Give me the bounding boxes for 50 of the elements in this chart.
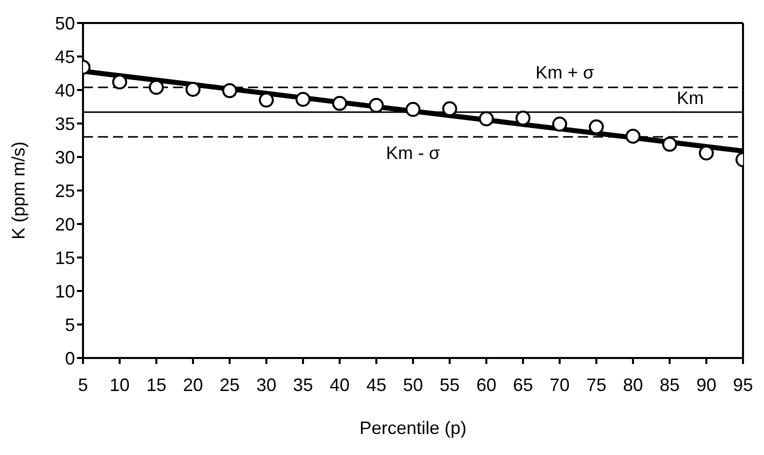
point	[332, 96, 348, 111]
y-tick-label: 25	[54, 180, 75, 201]
x-axis-title: Percentile (p)	[359, 418, 467, 438]
point	[626, 128, 640, 144]
ref-line-label: Km	[676, 88, 704, 108]
y-tick-label: 15	[54, 248, 75, 268]
x-tick-label: 10	[110, 374, 130, 395]
point	[516, 110, 530, 126]
x-tick-label: 45	[366, 374, 386, 395]
point	[442, 101, 458, 116]
point	[406, 102, 420, 117]
point	[222, 83, 238, 98]
y-tick-label: 45	[54, 46, 75, 67]
x-tick-label: 15	[146, 374, 166, 395]
x-tick-label: 60	[476, 374, 496, 395]
x-tick-label: 40	[330, 374, 350, 395]
x-tick-label: 85	[660, 374, 680, 395]
x-tick-label: 25	[220, 374, 240, 395]
x-tick-label: 20	[182, 374, 204, 395]
x-tick-label: 55	[440, 374, 460, 395]
point	[148, 80, 164, 95]
point	[296, 92, 310, 107]
x-tick-label: 30	[256, 374, 276, 395]
point	[478, 111, 494, 126]
point	[186, 82, 200, 97]
y-tick-label: 50	[54, 13, 75, 34]
y-tick-label: 0	[64, 348, 75, 368]
y-axis-title: K (ppm m/s)	[8, 141, 28, 240]
x-tick-label: 70	[550, 374, 570, 395]
point	[368, 98, 384, 113]
x-tick-label: 65	[512, 374, 534, 395]
y-tick-label: 40	[54, 80, 75, 100]
point	[662, 136, 678, 152]
y-tick-label: 10	[54, 281, 75, 302]
ref-line-label: Km - σ	[386, 142, 440, 163]
point	[588, 119, 604, 134]
x-tick-label: 75	[586, 374, 606, 395]
y-tick-label: 5	[64, 314, 75, 335]
y-tick-label: 30	[54, 147, 75, 168]
ref-line-label: Km + σ	[535, 62, 594, 82]
x-tick-label: 5	[78, 374, 88, 395]
y-tick-label: 20	[54, 214, 75, 234]
point	[258, 92, 274, 108]
x-tick-label: 90	[696, 374, 716, 395]
x-tick-label: 50	[402, 374, 424, 395]
x-tick-label: 35	[292, 374, 314, 395]
y-tick-label: 35	[54, 114, 75, 134]
x-tick-label: 80	[622, 374, 644, 395]
point	[552, 116, 568, 132]
x-tick-label: 95	[732, 374, 754, 395]
